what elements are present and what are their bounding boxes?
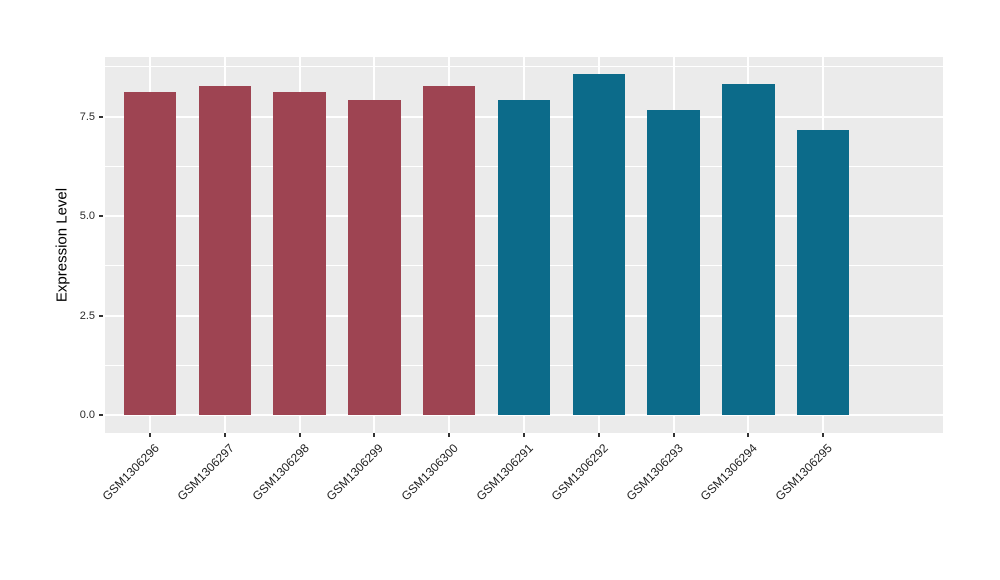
x-tick-label-GSM1306294: GSM1306294 — [698, 441, 761, 504]
x-tick-label-GSM1306299: GSM1306299 — [323, 441, 387, 504]
bar-GSM1306299 — [348, 99, 401, 416]
x-tick-label-GSM1306295: GSM1306295 — [772, 441, 836, 504]
x-tick-mark — [448, 433, 451, 437]
x-tick-label-GSM1306296: GSM1306296 — [99, 441, 162, 504]
x-tick-mark — [822, 433, 825, 437]
x-tick-label-GSM1306298: GSM1306298 — [249, 441, 312, 504]
y-tick-mark — [99, 414, 103, 417]
x-tick-mark — [298, 433, 301, 437]
x-tick-label-GSM1306292: GSM1306292 — [548, 441, 611, 504]
bar-GSM1306293 — [647, 109, 700, 416]
major-gridline — [105, 414, 943, 417]
bar-GSM1306291 — [497, 99, 551, 416]
bar-GSM1306294 — [722, 83, 775, 416]
bar-GSM1306298 — [273, 92, 326, 416]
minor-gridline — [105, 66, 943, 68]
y-tick-label: 0.0 — [79, 409, 95, 422]
x-tick-mark — [148, 433, 151, 437]
x-tick-mark — [672, 433, 675, 437]
plot-panel — [105, 57, 943, 433]
x-tick-label-GSM1306297: GSM1306297 — [174, 441, 237, 504]
y-tick-mark — [99, 314, 103, 317]
bar-GSM1306300 — [422, 86, 476, 416]
x-tick-mark — [523, 433, 525, 437]
x-tick-label-GSM1306300: GSM1306300 — [398, 441, 462, 504]
y-tick-mark — [99, 215, 103, 218]
bar-GSM1306297 — [198, 86, 251, 416]
y-tick-label: 2.5 — [79, 309, 95, 322]
y-axis-title: Expression Level — [53, 187, 71, 303]
x-tick-label-GSM1306291: GSM1306291 — [473, 441, 536, 504]
x-tick-mark — [747, 433, 750, 437]
y-tick-label: 5.0 — [79, 210, 95, 223]
x-tick-mark — [597, 433, 600, 437]
x-tick-mark — [373, 433, 376, 437]
x-tick-mark — [223, 433, 226, 437]
x-tick-label-GSM1306293: GSM1306293 — [623, 441, 686, 504]
bar-GSM1306292 — [572, 73, 625, 416]
y-tick-mark — [99, 115, 103, 118]
y-tick-label: 7.5 — [79, 110, 95, 123]
bar-GSM1306296 — [123, 91, 177, 416]
bar-GSM1306295 — [797, 129, 850, 416]
